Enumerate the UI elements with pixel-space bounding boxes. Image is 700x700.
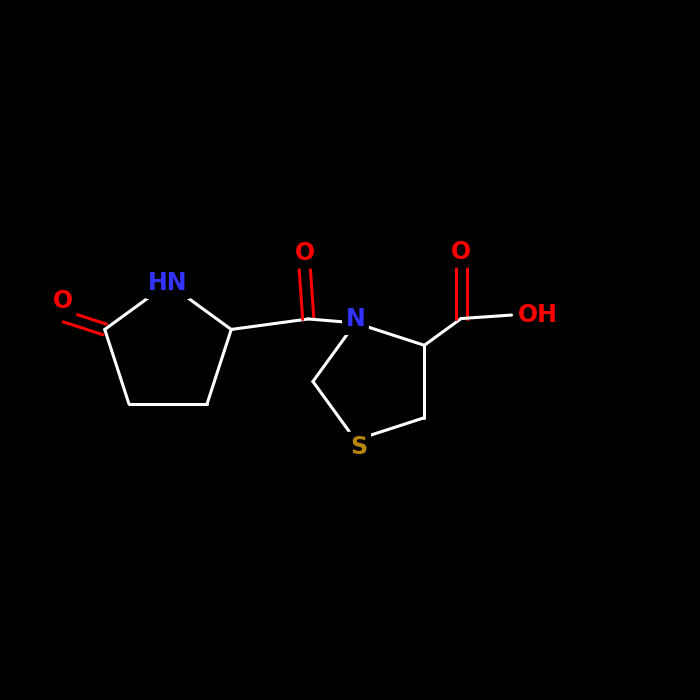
Text: HN: HN bbox=[148, 272, 188, 295]
Text: O: O bbox=[451, 240, 471, 264]
Text: O: O bbox=[53, 289, 73, 313]
Text: N: N bbox=[346, 307, 365, 331]
Text: OH: OH bbox=[518, 303, 558, 327]
Text: O: O bbox=[295, 241, 315, 265]
Text: S: S bbox=[351, 435, 368, 459]
